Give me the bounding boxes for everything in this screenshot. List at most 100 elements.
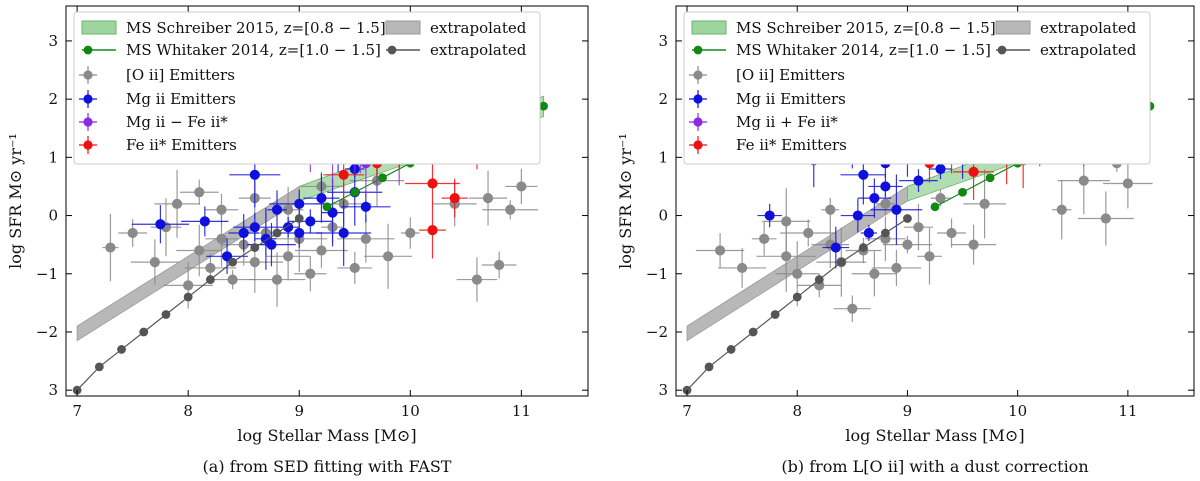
y-tick-label: 2 [48, 90, 58, 108]
legend-swatch-extrapolated-dot [997, 45, 1007, 55]
data-point [427, 225, 438, 236]
ms-whitaker-extrapolated-point [726, 345, 736, 354]
data-point [825, 204, 836, 215]
series--o-ii-emitters [102, 154, 539, 309]
data-point [149, 257, 160, 268]
legend-label: MS Whitaker 2014, z=[1.0 − 1.5] [736, 41, 991, 59]
data-point [227, 274, 238, 285]
x-axis-label: log Stellar Mass [M⊙] [845, 426, 1024, 445]
y-axis-label: log SFR M⊙ yr⁻¹ [616, 133, 635, 269]
data-point [979, 198, 990, 210]
data-point [360, 233, 371, 244]
data-point [305, 216, 316, 227]
data-point [792, 268, 803, 279]
legend-swatch-marker [83, 94, 93, 104]
x-tick-label: 7 [682, 402, 692, 420]
data-point [266, 239, 277, 250]
data-point [105, 242, 116, 253]
data-point [249, 222, 260, 233]
data-point [327, 207, 338, 218]
data-point [338, 227, 349, 239]
data-point [360, 201, 371, 212]
data-point [127, 227, 138, 239]
data-point [902, 239, 913, 250]
legend-label: Fe ii* Emitters [126, 136, 237, 154]
ms-whitaker-extrapolated-point [294, 214, 304, 223]
data-point [216, 233, 227, 244]
ms-whitaker-extrapolated-point [139, 327, 149, 337]
data-point [803, 227, 814, 239]
figure-caption: (a) from SED fitting with FAST [203, 457, 452, 476]
ms-whitaker-extrapolated-point [792, 292, 802, 302]
y-tick-label: 0 [48, 207, 58, 225]
ms-whitaker-extrapolated-point [272, 228, 282, 238]
data-point [171, 198, 183, 210]
y-tick-label: 3 [658, 381, 668, 399]
legend: MS Schreiber 2015, z=[0.8 − 1.5] MS Whita… [73, 11, 541, 165]
data-point [349, 262, 360, 274]
ms-whitaker-extrapolated-point [903, 214, 912, 223]
ms-whitaker-extrapolated-point [250, 243, 260, 252]
legend-label: Mg ii Emitters [736, 90, 846, 108]
data-point [858, 169, 869, 180]
data-point [891, 262, 902, 274]
data-point [471, 274, 483, 285]
plot-frame [65, 5, 589, 397]
data-point [913, 222, 924, 233]
data-point [216, 204, 227, 215]
data-point [880, 198, 891, 210]
y-tick-label: 3 [658, 32, 668, 50]
legend-label: extrapolated [1040, 19, 1137, 37]
x-tick-label: 8 [792, 402, 802, 420]
data-point [968, 239, 979, 250]
data-point [830, 242, 841, 253]
ms-whitaker-point [958, 187, 967, 197]
data-point [880, 181, 891, 192]
data-point [405, 227, 416, 239]
data-point [449, 192, 460, 204]
data-point [305, 268, 316, 279]
data-point [294, 227, 305, 239]
ms-whitaker-extrapolated-point [748, 327, 758, 337]
legend-swatch-marker [693, 117, 703, 127]
data-point [935, 192, 946, 204]
legend-label: Mg ii + Fe ii* [736, 113, 838, 131]
ms-whitaker-point [930, 202, 940, 212]
legend-swatch-marker [693, 94, 703, 104]
data-point [382, 251, 394, 262]
y-tick-label: −1 [646, 265, 668, 283]
legend-swatch-extrapolated-band [385, 20, 421, 35]
data-point [935, 163, 946, 175]
y-tick-label: 1 [48, 148, 58, 166]
data-point [199, 216, 210, 227]
data-point [316, 192, 327, 204]
ms-whitaker-extrapolated-point [205, 275, 215, 284]
legend-box [73, 11, 541, 165]
y-tick-label: 2 [658, 90, 668, 108]
data-point [968, 166, 979, 177]
ms-whitaker-extrapolated-point [704, 362, 714, 372]
data-point [249, 169, 260, 180]
x-tick-label: 11 [512, 402, 531, 420]
ms-whitaker-extrapolated-point [94, 362, 104, 372]
y-tick-label: 3 [48, 32, 58, 50]
legend-label: MS Whitaker 2014, z=[1.0 − 1.5] [126, 41, 381, 59]
ms-whitaker-point [350, 187, 360, 197]
data-point [271, 274, 283, 285]
data-point [1056, 204, 1067, 215]
legend-label: Mg ii − Fe ii* [126, 113, 228, 131]
legend-box [683, 11, 1151, 165]
ms-whitaker-extrapolated-point [228, 257, 237, 267]
legend-label: extrapolated [430, 19, 527, 37]
data-point [913, 175, 924, 186]
x-tick-label: 9 [294, 402, 304, 420]
ms-whitaker-extrapolated-point [117, 345, 126, 354]
data-point [316, 245, 327, 256]
x-axis-label: log Stellar Mass [M⊙] [237, 426, 416, 445]
data-point [869, 192, 880, 204]
legend-swatch-whitaker-dot [83, 45, 93, 55]
data-point [494, 259, 505, 271]
legend-swatch-marker [693, 70, 703, 80]
